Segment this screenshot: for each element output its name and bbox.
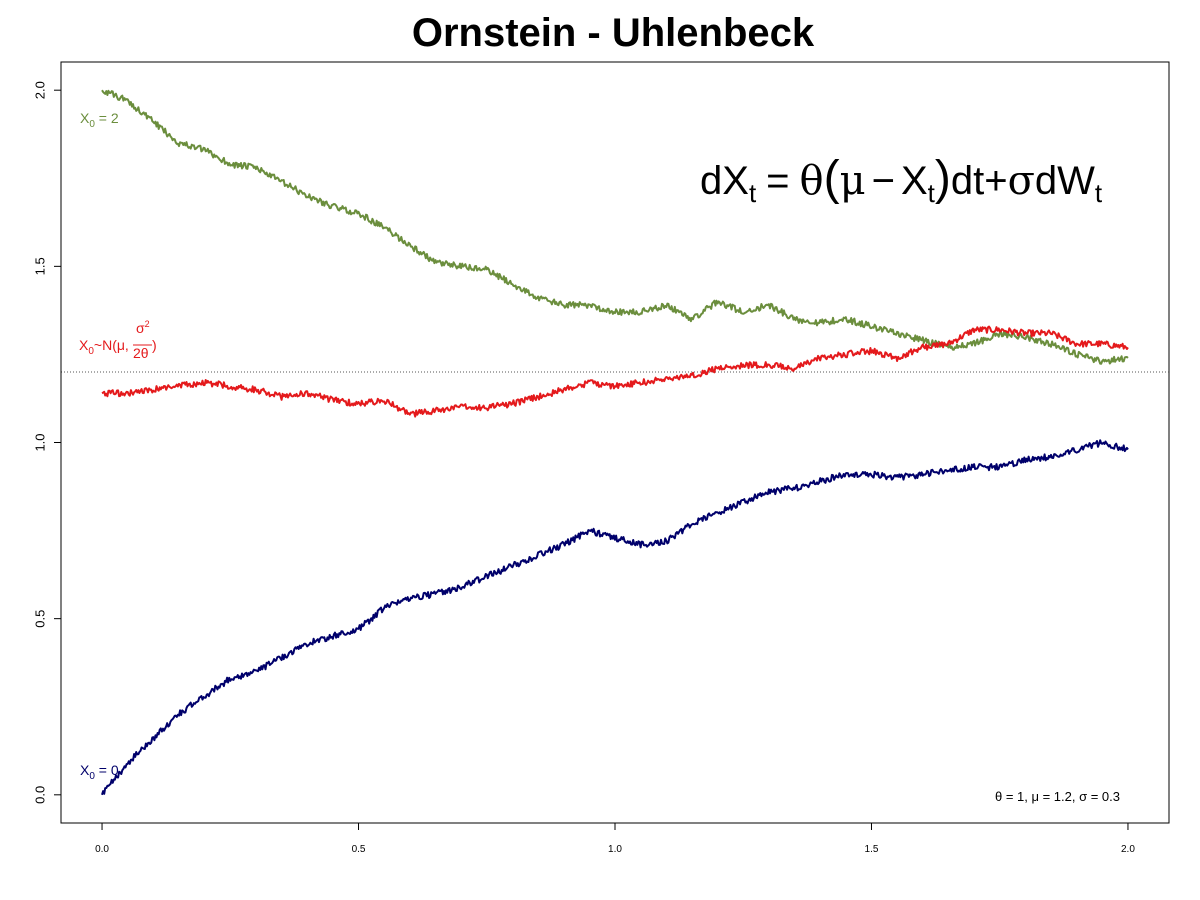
eq-x: X [901,159,928,203]
series-layer [101,89,1129,796]
series-label-x0-normal-sub: 0 [88,346,94,357]
eq-minus: − [872,159,895,203]
series-label-x0-2-sub: 0 [89,119,95,130]
x-tick-label: 0.5 [352,844,366,855]
eq-dt: dt+ [951,159,1008,203]
series-line-0 [101,89,1129,365]
parameters-label: θ = 1, μ = 1.2, σ = 0.3 [995,789,1120,804]
series-line-1 [101,325,1129,418]
x-tick-label: 1.5 [865,844,879,855]
series-label-x0-0-main: X [80,762,90,778]
series-label-frac-numerator: σ2 [136,319,150,336]
sde-equation: dXt = θ(μ − Xt)dt+σdWt [700,152,1103,208]
x-tick-label: 1.0 [608,844,622,855]
series-label-frac-close: ) [152,337,157,353]
series-label-frac-denominator: 2θ [133,345,149,361]
x-tick-label: 0.0 [95,844,109,855]
series-label-x0-2-rest: = 2 [95,110,119,126]
eq-theta: θ [800,158,824,204]
series-label-x0-normal-rest: ~N(μ, [94,337,129,353]
eq-dw-sub: t [1095,178,1103,208]
y-tick-label: 1.5 [32,257,47,275]
y-tick-label: 1.0 [32,433,47,451]
series-label-x0-0-rest: = 0 [95,762,119,778]
x-tick-label: 2.0 [1121,844,1135,855]
chart-title: Ornstein - Uhlenbeck [412,11,815,55]
y-tick-label: 2.0 [32,81,47,99]
eq-mu: μ [840,158,866,204]
eq-dx-sub: t [749,178,757,208]
series-label-x0-2: X0 = 2 [80,110,119,130]
eq-equals: = [766,159,789,203]
y-tick-label: 0.0 [32,786,47,804]
series-line-2 [101,439,1129,796]
y-tick-label: 0.5 [32,610,47,628]
eq-dx: dX [700,159,749,203]
series-label-x0-0-sub: 0 [89,771,95,782]
x-axis: 0.0 0.5 1.0 1.5 2.0 [95,822,1135,855]
y-axis: 0.0 0.5 1.0 1.5 2.0 [32,81,62,804]
series-label-frac-sigma: σ [136,320,145,336]
series-label-x0-normal: X0~N(μ, [79,337,129,357]
series-label-x0-2-main: X [80,110,90,126]
eq-dw: dW [1035,159,1095,203]
eq-open-paren: ( [824,152,840,205]
eq-sigma: σ [1008,158,1035,204]
eq-x-sub: t [928,178,936,208]
series-label-x0-0: X0 = 0 [80,762,119,782]
series-label-x0-normal-main: X [79,337,89,353]
series-label-frac-sup: 2 [145,319,150,329]
eq-close-paren: ) [935,152,951,205]
